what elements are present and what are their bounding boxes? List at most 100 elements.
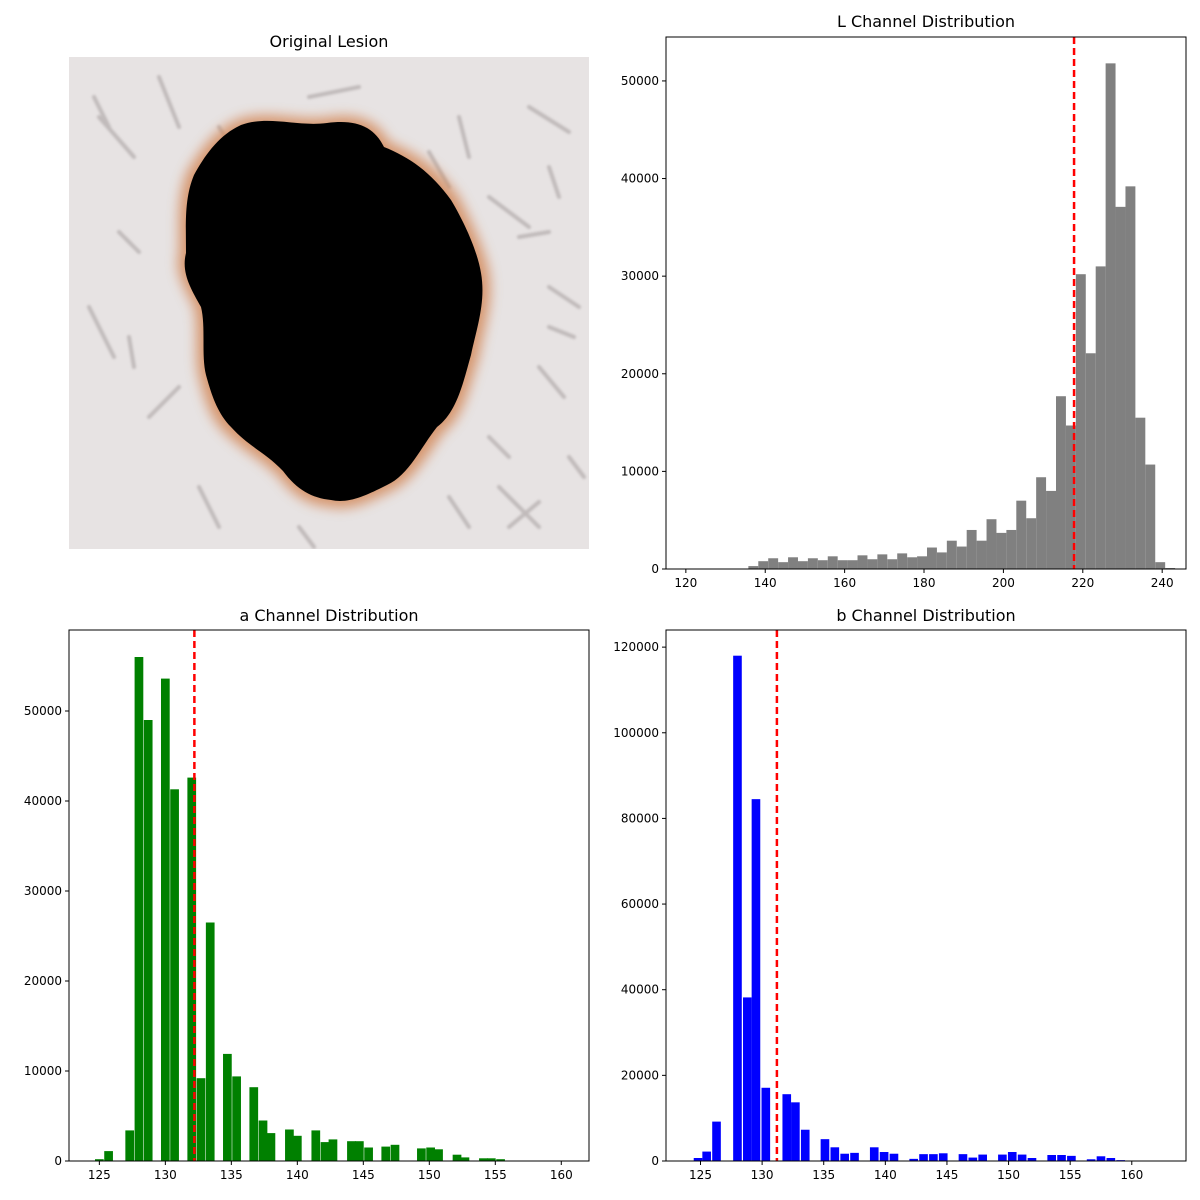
histogram-bar — [797, 561, 808, 569]
x-tick-label: 125 — [689, 1168, 712, 1182]
histogram-bar — [837, 560, 848, 569]
y-tick-label: 100000 — [613, 726, 659, 740]
histogram-bar — [907, 557, 918, 569]
histogram-bar — [1106, 1158, 1116, 1161]
histogram-bar — [978, 1154, 987, 1161]
l-channel-chart: 120 140 160 180 200 220 240 0 10000 20000 30000 400… — [621, 36, 1187, 590]
lesion-illustration — [69, 57, 589, 549]
histogram-bar — [1096, 1156, 1106, 1161]
histogram-bar — [768, 558, 779, 569]
y-tick-label: 10000 — [24, 1064, 62, 1078]
x-tick-label: 140 — [754, 576, 777, 590]
y-tick-label: 40000 — [621, 983, 659, 997]
histogram-bar — [733, 655, 742, 1161]
histogram-bar — [170, 789, 179, 1161]
a-channel-panel: a Channel Distribution 125 130 135 140 145 15… — [0, 600, 600, 1200]
histogram-bar — [1017, 1154, 1027, 1161]
histogram-bar — [1026, 518, 1037, 569]
x-tick-label: 220 — [1071, 576, 1094, 590]
plot-frame — [665, 629, 1187, 1162]
plot-frame — [665, 36, 1187, 570]
y-tick-label: 80000 — [621, 811, 659, 825]
histogram-bar — [743, 997, 752, 1161]
histogram-bar — [840, 1153, 849, 1161]
x-tick-label: 160 — [833, 576, 856, 590]
plot-frame — [68, 629, 590, 1162]
l-channel-panel: L Channel Distribution 120 140 160 180 200 22… — [620, 0, 1200, 600]
histogram-bar — [847, 560, 858, 569]
lesion-image — [69, 57, 589, 549]
histogram-bar — [390, 1144, 400, 1161]
histogram-bar — [1056, 396, 1066, 569]
x-tick-label: 160 — [550, 1168, 573, 1182]
histogram-bar — [968, 1157, 978, 1161]
y-tick-label: 20000 — [24, 974, 62, 988]
histogram-bar — [249, 1087, 259, 1161]
histogram-bar — [751, 799, 761, 1161]
histogram-bar — [761, 1087, 771, 1161]
y-tick-label: 10000 — [621, 464, 659, 478]
histogram-bar — [1095, 266, 1106, 569]
x-tick-label: 160 — [1120, 1168, 1143, 1182]
histogram-bar — [426, 1147, 435, 1161]
histogram-bar — [850, 1152, 859, 1161]
histogram-bar — [232, 1076, 241, 1161]
histogram-bar — [1036, 477, 1047, 569]
histogram-bar — [958, 1154, 968, 1161]
histogram-bar — [258, 1120, 268, 1161]
histogram-bar — [496, 1159, 505, 1161]
b-channel-chart: 125 130 135 140 145 150 155 160 0 20000 40000 60000… — [613, 629, 1187, 1182]
histogram-bar — [956, 546, 967, 569]
histogram-bar — [160, 678, 170, 1161]
histogram-bar — [938, 1153, 948, 1161]
x-tick-label: 145 — [352, 1168, 375, 1182]
histogram-bar — [693, 1158, 703, 1161]
histogram-bar — [712, 1121, 721, 1161]
histogram-bar — [1085, 353, 1096, 569]
hair-strands — [87, 75, 586, 549]
y-tick-label: 40000 — [24, 794, 62, 808]
histogram-bar — [104, 1151, 113, 1161]
histogram-bar — [966, 529, 977, 569]
histogram-bar — [311, 1130, 321, 1161]
y-tick-label: 50000 — [24, 704, 62, 718]
histogram-bar — [417, 1148, 426, 1161]
histogram-bar — [1016, 500, 1027, 569]
x-tick-label: 200 — [992, 576, 1015, 590]
x-tick-label: 140 — [874, 1168, 897, 1182]
histogram-bar — [95, 1159, 104, 1161]
histogram-bar — [187, 777, 197, 1161]
histogram-bar — [820, 1139, 830, 1161]
x-tick-label: 240 — [1151, 576, 1174, 590]
y-tick-label: 0 — [651, 1154, 659, 1168]
b-channel-title: b Channel Distribution — [836, 606, 1016, 625]
histogram-bar — [929, 1154, 938, 1161]
histogram-bar — [381, 1146, 391, 1161]
histogram-bar — [1155, 562, 1166, 569]
histogram-bar — [778, 562, 789, 569]
histogram-bar — [196, 1078, 206, 1161]
histogram-bar — [702, 1151, 711, 1161]
y-tick-label: 30000 — [621, 269, 659, 283]
histogram-bar — [1007, 1152, 1017, 1161]
histogram-bar — [355, 1141, 364, 1161]
histogram-bar — [223, 1053, 232, 1161]
histogram-bar — [800, 1129, 810, 1161]
y-tick-label: 0 — [54, 1154, 62, 1168]
x-tick-label: 135 — [812, 1168, 835, 1182]
x-tick-label: 135 — [220, 1168, 243, 1182]
histogram-bar — [1145, 464, 1156, 569]
histogram-bar — [1105, 63, 1116, 570]
y-tick-label: 60000 — [621, 897, 659, 911]
x-tick-label: 155 — [484, 1168, 507, 1182]
histogram-bar — [1046, 490, 1056, 569]
histogram-bar — [936, 552, 947, 569]
histogram-bar — [285, 1129, 294, 1161]
x-tick-label: 125 — [88, 1168, 111, 1182]
histogram-bar — [364, 1147, 373, 1161]
histogram-bar — [782, 1094, 792, 1161]
histogram-bar — [996, 532, 1007, 569]
histogram-bar — [887, 559, 898, 569]
histogram-bar — [1115, 206, 1126, 569]
histogram-bar — [986, 519, 997, 569]
